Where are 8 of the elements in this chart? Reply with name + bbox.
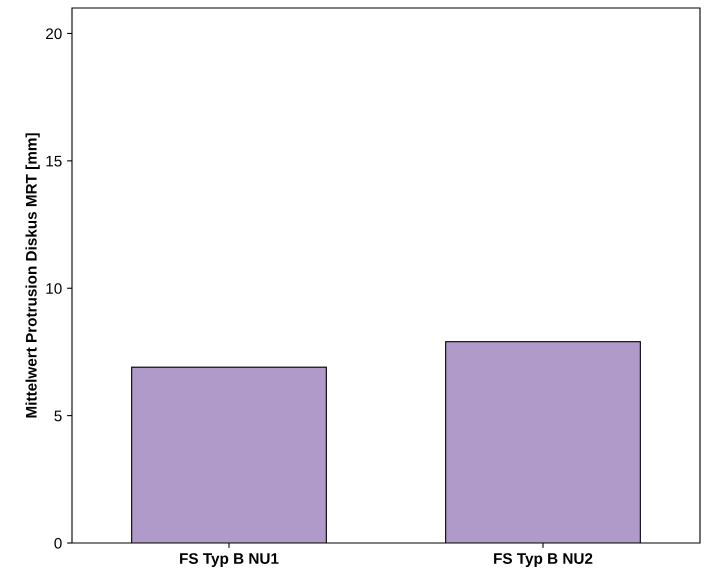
y-tick-label: 10 — [46, 283, 62, 294]
x-tick-label: FS Typ B NU2 — [494, 553, 592, 567]
y-tick-label: 20 — [46, 28, 62, 40]
y-axis-title: Mittelwert Protrusion Diskus MRT [mm] — [25, 133, 40, 418]
x-tick-label: FS Typ B NU1 — [180, 553, 279, 567]
y-tick-label: 15 — [46, 156, 62, 167]
y-tick-label: 0 — [54, 538, 62, 549]
y-tick-label: 5 — [54, 410, 62, 422]
